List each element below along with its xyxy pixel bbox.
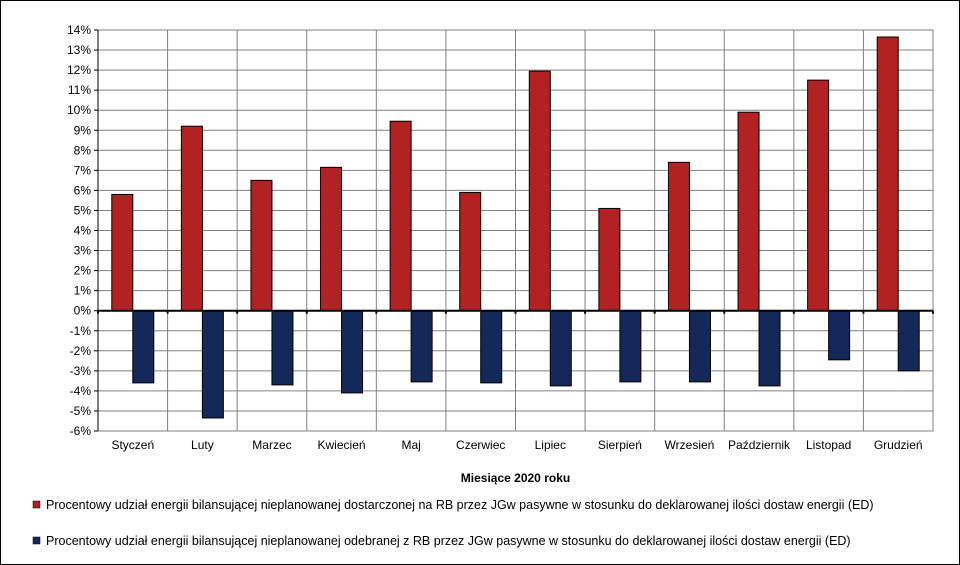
y-tick-label: 14% [67, 23, 91, 37]
legend-swatch-1 [32, 500, 41, 509]
bar-series-1-Styczeń [111, 193, 134, 312]
y-tick-label: 13% [67, 43, 91, 57]
x-tick-label: Marzec [252, 438, 291, 452]
bar-series-2-Grudzień [897, 310, 920, 372]
x-tick-label: Grudzień [874, 438, 923, 452]
bar-series-2-Luty [201, 310, 224, 419]
y-tick-label: 6% [74, 183, 92, 197]
y-tick-label: 10% [67, 103, 91, 117]
bar-series-1-Marzec [250, 179, 273, 312]
bar-series-2-Styczeń [132, 310, 155, 384]
bar-series-2-Lipiec [549, 310, 572, 387]
y-tick-label: 5% [74, 203, 92, 217]
bar-series-2-Kwiecień [341, 310, 364, 394]
bar-series-1-Październik [737, 111, 760, 312]
y-tick-label: 7% [74, 163, 92, 177]
y-tick-labels: -6% -5% -4% -3% -2% -1% 0% 1% 2% 3% 4% 5% 6% 7% 8% 9% 10… [67, 23, 91, 438]
bar-series-2-Czerwiec [480, 310, 503, 384]
bar-series-1-Luty [180, 125, 203, 312]
y-tick-label: -4% [70, 384, 92, 398]
x-tick-label: Czerwiec [456, 438, 505, 452]
bar-series-1-Czerwiec [459, 191, 482, 312]
bar-series-2-Marzec [271, 310, 294, 386]
x-tick-label: Lipiec [535, 438, 566, 452]
y-tick-label: 9% [74, 123, 92, 137]
y-tick-label: -2% [70, 344, 92, 358]
y-tick-label: -3% [70, 364, 92, 378]
x-tick-label: Sierpień [598, 438, 642, 452]
y-tick-label: 0% [74, 304, 92, 318]
gridlines [98, 29, 933, 432]
legend-label-1: Procentowy udział energii bilansującej n… [46, 498, 874, 512]
bar-series-1-Sierpień [598, 207, 621, 312]
y-tick-label: 2% [74, 264, 92, 278]
axes-group [94, 29, 934, 432]
y-tick-label: 3% [74, 244, 92, 258]
bar-series-1-Wrzesień [667, 161, 690, 312]
y-tick-label: 1% [74, 284, 92, 298]
y-tick-label: 4% [74, 224, 92, 238]
bar-series-1-Maj [389, 120, 412, 312]
bar-series-1-Listopad [807, 79, 830, 312]
bar-series-1-Lipiec [528, 70, 551, 312]
x-tick-label: Maj [401, 438, 420, 452]
bar-series-1-Grudzień [876, 36, 899, 312]
y-tick-label: 8% [74, 143, 92, 157]
x-tick-label: Kwiecień [318, 438, 366, 452]
legend: Procentowy udział energii bilansującej n… [32, 498, 874, 548]
x-tick-labels: Styczeń Luty Marzec Kwiecień Maj Czerwiec Lipi… [111, 438, 922, 452]
legend-swatch-2 [32, 536, 41, 545]
bar-series-2-Maj [410, 310, 433, 383]
y-tick-label: 11% [68, 83, 91, 97]
y-tick-label: -6% [70, 424, 92, 438]
y-tick-label: -5% [70, 404, 92, 418]
x-tick-label: Październik [728, 438, 791, 452]
x-tick-label: Wrzesień [665, 438, 715, 452]
bars-group [111, 36, 920, 419]
x-axis-title: Miesiące 2020 roku [461, 471, 570, 485]
x-tick-label: Luty [191, 438, 214, 452]
bar-series-2-Sierpień [619, 310, 642, 383]
y-tick-label: 12% [67, 63, 91, 77]
bar-series-2-Październik [758, 310, 781, 387]
bar-series-1-Kwiecień [320, 166, 343, 312]
legend-label-2: Procentowy udział energii bilansującej n… [46, 534, 851, 548]
x-tick-label: Styczeń [111, 438, 154, 452]
x-tick-label: Listopad [806, 438, 851, 452]
bar-series-2-Listopad [828, 310, 851, 361]
y-tick-label: -1% [70, 324, 92, 338]
bar-series-2-Wrzesień [688, 310, 711, 383]
